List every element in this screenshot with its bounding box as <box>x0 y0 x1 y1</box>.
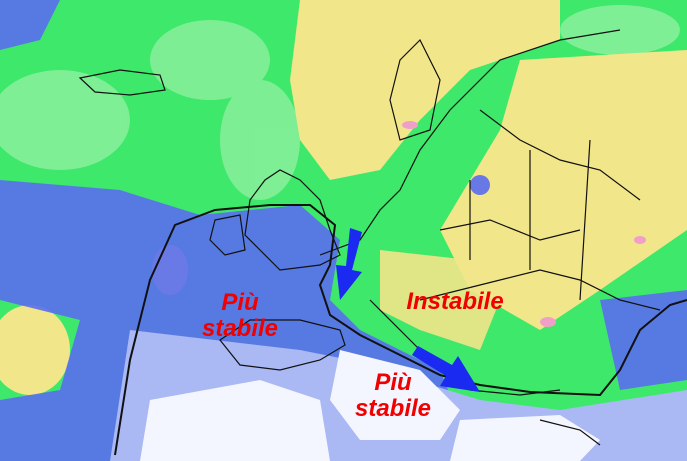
label-west-stable: Più stabile <box>185 290 295 342</box>
label-center-unstable: Instabile <box>406 288 504 315</box>
label-west-line2: stabile <box>201 315 279 342</box>
label-west-line1: Più <box>221 289 259 316</box>
arrow-down-france <box>336 228 362 300</box>
label-south-line2: stabile <box>354 395 432 422</box>
label-south-stable: Più stabile <box>338 370 448 422</box>
white-areas <box>140 350 600 461</box>
yellow-areas <box>0 0 687 395</box>
front-line <box>114 204 687 456</box>
label-south-line1: Più <box>374 369 412 396</box>
coastlines-borders <box>78 29 661 446</box>
arrow-southeast-balkans <box>412 346 480 392</box>
light-green-areas <box>0 5 680 200</box>
pink-spots <box>402 121 646 327</box>
